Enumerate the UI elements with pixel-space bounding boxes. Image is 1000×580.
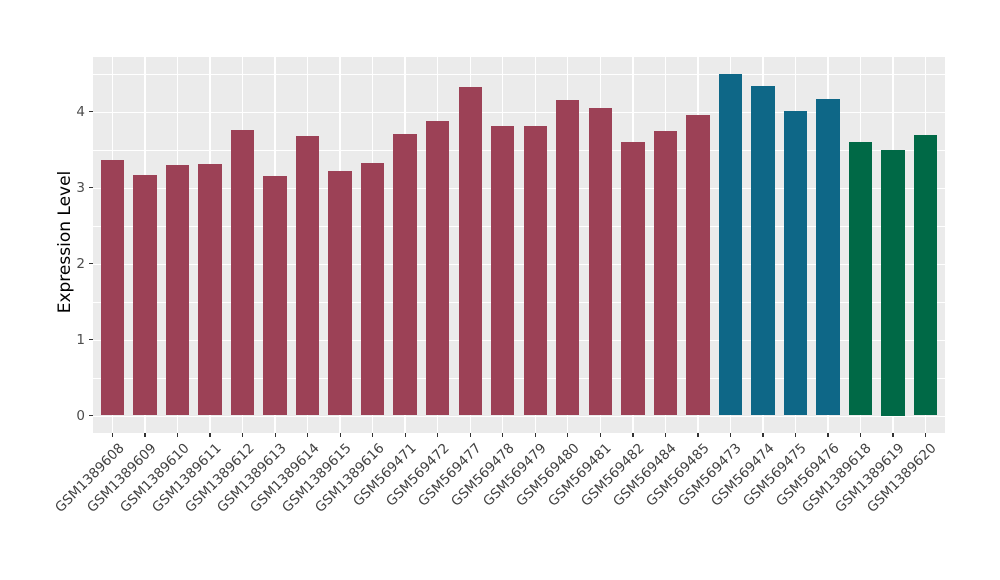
y-tick-label: 0 xyxy=(76,407,85,424)
bar xyxy=(621,141,645,416)
gridline-y-minor xyxy=(93,225,945,227)
x-tick-mark xyxy=(144,433,146,437)
y-tick-mark xyxy=(89,186,93,189)
bar xyxy=(783,110,808,416)
x-tick-mark xyxy=(372,433,374,437)
bar xyxy=(523,125,547,416)
bar xyxy=(230,129,255,416)
bar xyxy=(848,141,873,416)
bar xyxy=(198,163,222,416)
gridline-y-minor xyxy=(93,73,945,75)
y-tick-label: 2 xyxy=(76,255,85,272)
y-tick-mark xyxy=(89,338,93,341)
gridline-y-major xyxy=(93,111,945,113)
x-tick-mark xyxy=(502,433,504,437)
x-tick-mark xyxy=(664,433,667,437)
bar xyxy=(751,85,775,416)
x-tick-mark xyxy=(924,433,927,437)
x-tick-mark xyxy=(469,433,471,437)
bar xyxy=(686,115,710,416)
x-tick-mark xyxy=(599,433,601,437)
x-tick-mark xyxy=(339,433,341,437)
x-tick-mark xyxy=(176,433,179,437)
bar xyxy=(133,174,157,416)
bar xyxy=(360,163,385,416)
gridline-y-major xyxy=(93,415,945,417)
x-tick-mark xyxy=(534,433,536,437)
x-tick-mark xyxy=(632,433,634,437)
gridline-y-minor xyxy=(93,149,945,151)
bar xyxy=(556,100,580,416)
x-tick-mark xyxy=(241,433,244,437)
y-tick-mark xyxy=(89,262,93,265)
x-tick-mark xyxy=(827,433,829,437)
y-tick-label: 1 xyxy=(76,331,85,348)
x-tick-mark xyxy=(859,433,862,437)
bar xyxy=(295,135,320,416)
gridline-y-minor xyxy=(93,377,945,379)
x-tick-mark xyxy=(307,433,309,437)
x-tick-mark xyxy=(209,433,211,437)
bar xyxy=(816,98,840,416)
x-tick-mark xyxy=(404,433,406,437)
bar xyxy=(328,170,352,416)
bar xyxy=(718,74,743,416)
bar xyxy=(263,176,287,416)
bar xyxy=(100,160,125,416)
bar xyxy=(165,165,190,416)
y-tick-mark xyxy=(89,414,93,417)
x-tick-mark xyxy=(437,433,439,437)
y-tick-mark xyxy=(89,110,93,113)
gridline-y-major xyxy=(93,263,945,265)
x-tick-mark xyxy=(729,433,732,437)
plot-panel xyxy=(93,57,945,433)
bar xyxy=(588,107,612,416)
bar xyxy=(491,125,515,416)
gridline-y-major xyxy=(93,187,945,189)
x-tick-mark xyxy=(892,433,894,437)
x-tick-mark xyxy=(794,433,797,437)
x-tick-mark xyxy=(274,433,276,437)
x-tick-mark xyxy=(697,433,699,437)
bar xyxy=(458,87,482,416)
y-tick-label: 3 xyxy=(76,179,85,196)
x-tick-mark xyxy=(567,433,569,437)
bar xyxy=(425,121,450,416)
y-tick-label: 4 xyxy=(76,103,85,120)
gridline-y-minor xyxy=(93,301,945,303)
x-tick-mark xyxy=(111,433,114,437)
x-tick-mark xyxy=(762,433,764,437)
gridline-y-major xyxy=(93,339,945,341)
bar xyxy=(913,135,938,416)
bar xyxy=(393,134,417,416)
bar xyxy=(653,131,678,416)
bar xyxy=(881,149,905,416)
